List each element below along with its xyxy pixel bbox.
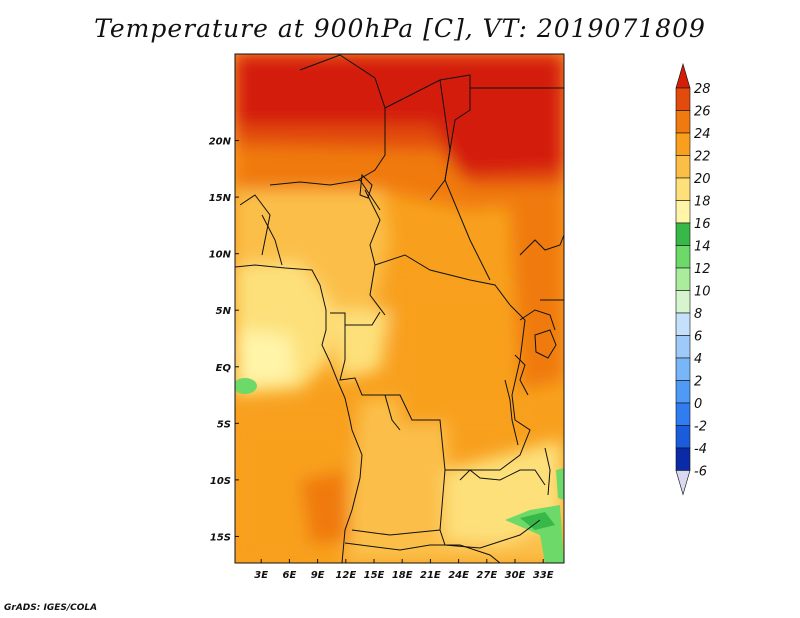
colorbar-top-triangle [675, 62, 691, 89]
temperature-field [235, 54, 564, 563]
lake-malawi [544, 447, 551, 496]
y-tick-label-6: 10S [210, 476, 231, 487]
colorbar-label-12: 18 [694, 195, 711, 210]
political-boundaries [235, 54, 564, 563]
chart-title: Temperature at 900hPa [C], VT: 201907180… [94, 14, 706, 43]
region-central-warm [390, 280, 525, 425]
border-congo [339, 325, 401, 431]
axes: 3E 6E 9E 12E 15E 18E 21E 24E 27E 30E 33E 20N 15N 10N 5… [209, 137, 554, 581]
colorbar-label-11: 16 [694, 217, 711, 232]
colorbar-segment-4 [675, 177, 691, 201]
x-tick-label-4: 15E [364, 570, 385, 581]
colorbar-label-7: 8 [694, 307, 702, 322]
colorbar-label-2: -2 [694, 420, 707, 435]
colorbar-label-14: 22 [694, 150, 711, 165]
x-tick-label-6: 21E [420, 570, 441, 581]
green-patch-atlantic [235, 378, 257, 394]
x-tick-label-0: 3E [254, 570, 268, 581]
region-sahara-deep [235, 54, 564, 175]
border-angola-north [362, 394, 446, 471]
x-tick-label-8: 27E [476, 570, 497, 581]
region-coast-palest [238, 330, 295, 385]
colorbar-segment-9 [675, 290, 691, 314]
green-patch-east-edge [556, 468, 564, 500]
y-tick-label-5: 5S [217, 419, 231, 430]
border-south-1 [344, 542, 501, 563]
colorbar-label-13: 20 [694, 172, 711, 187]
x-tick-label-9: 30E [505, 570, 526, 581]
border-uganda [519, 309, 556, 331]
colorbar-segment-8 [675, 267, 691, 291]
colorbar-segment-11 [675, 335, 691, 359]
lake-victoria [534, 329, 557, 359]
x-tick-label-1: 6E [283, 570, 297, 581]
colorbar-segment-13 [675, 380, 691, 404]
colorbar-bottom-triangle [675, 470, 691, 496]
lake-tanganyika [504, 379, 519, 446]
region-namibia-hot [300, 470, 350, 545]
colorbar-label-9: 12 [694, 262, 711, 277]
border-angola-south [351, 469, 446, 536]
x-tick-label-10: 33E [533, 570, 554, 581]
colorbar-segment-15 [675, 425, 691, 449]
colorbar-label-10: 14 [694, 240, 711, 255]
colorbar-segment-3 [675, 155, 691, 179]
colorbar-label-6: 6 [694, 330, 702, 345]
border-namibia [439, 519, 541, 549]
region-east-warm [510, 200, 564, 390]
border-west-2 [261, 214, 283, 266]
colorbar-segment-10 [675, 312, 691, 336]
y-tick-label-3: 5N [216, 306, 232, 317]
border-cameroon [364, 189, 386, 316]
green-patch-southeast-dark [520, 512, 555, 530]
y-tick-label-0: 20N [209, 137, 232, 148]
y-tick-label-2: 10N [209, 250, 232, 261]
colorbar-segment-6 [675, 222, 691, 246]
rift-line [514, 354, 529, 396]
border-zambia [445, 469, 546, 486]
colorbar-label-15: 24 [694, 127, 711, 142]
footer-credit: GrADS: IGES/COLA [4, 603, 98, 613]
colorbar-label-4: 2 [694, 375, 702, 390]
colorbar-label-8: 10 [694, 285, 711, 300]
border-north-2 [339, 54, 386, 181]
colorbar-segment-1 [675, 110, 691, 134]
colorbar-segment-16 [675, 447, 691, 471]
colorbar-segment-0 [675, 87, 691, 111]
colorbar-segment-5 [675, 200, 691, 224]
colorbar-segment-2 [675, 132, 691, 156]
coastline-west [235, 264, 363, 563]
x-tick-label-5: 18E [392, 570, 413, 581]
border-sahel [269, 179, 381, 211]
colorbar-label-5: 4 [694, 352, 702, 367]
border-car [374, 254, 511, 306]
colorbar-segment-7 [675, 245, 691, 269]
border-north-3 [384, 74, 491, 281]
x-tick-label-2: 9E [311, 570, 325, 581]
y-tick-label-7: 15S [210, 532, 231, 543]
colorbar-label-17: 28 [694, 82, 711, 97]
border-lake-chad [359, 173, 373, 199]
colorbar-label-1: -4 [694, 442, 707, 457]
colorbar-label-16: 26 [694, 105, 711, 120]
x-tick-label-7: 24E [448, 570, 469, 581]
border-west-1 [239, 194, 271, 256]
y-tick-label-1: 15N [209, 193, 232, 204]
border-north-1 [299, 54, 341, 71]
colorbar-label-3: 0 [694, 397, 702, 412]
x-tick-label-3: 12E [335, 570, 356, 581]
y-tick-label-4: EQ [216, 363, 232, 374]
border-east [519, 234, 564, 256]
border-drc-east [459, 304, 531, 481]
plot-frame [234, 53, 565, 564]
colorbar-segment-12 [675, 357, 691, 381]
border-chad [429, 79, 451, 201]
colorbar-label-0: -6 [694, 465, 707, 480]
colorbar-segment-14 [675, 402, 691, 426]
